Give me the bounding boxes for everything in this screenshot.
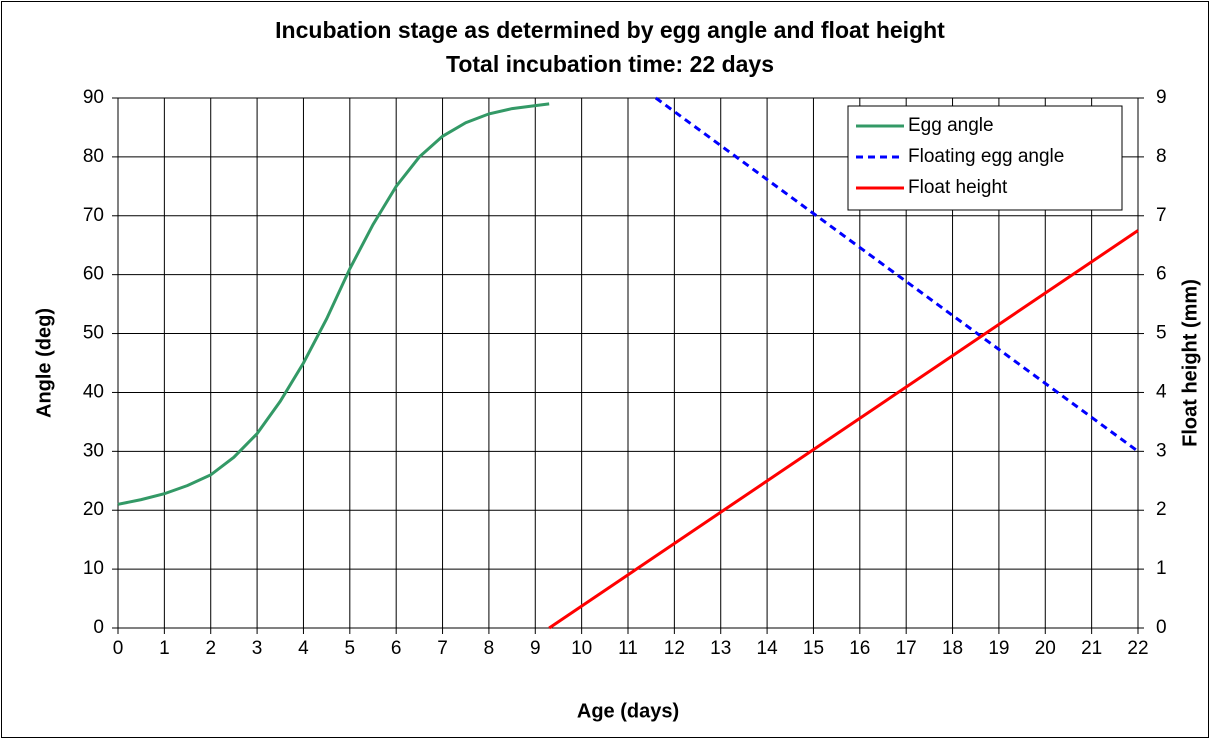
x-tick-label: 15 [803, 638, 824, 659]
x-tick-label: 21 [1081, 638, 1102, 659]
x-tick-label: 12 [664, 638, 685, 659]
x-tick-label: 22 [1127, 638, 1148, 659]
x-tick-label: 10 [571, 638, 592, 659]
x-axis-title: Age (days) [577, 700, 679, 722]
series-line [117, 102, 550, 506]
y-tick-label: 50 [83, 323, 104, 344]
y2-tick-label: 7 [1156, 205, 1167, 226]
plot-area [117, 97, 1139, 629]
y2-tick-label: 9 [1156, 87, 1167, 108]
y2-tick-label: 6 [1156, 264, 1167, 285]
x-tick-label: 3 [252, 638, 263, 659]
x-tick-label: 1 [159, 638, 170, 659]
y2-axis-title: Float height (mm) [1179, 279, 1201, 447]
y-axis-title: Angle (deg) [33, 308, 55, 418]
y-tick-label: 80 [83, 146, 104, 167]
y2-tick-label: 0 [1156, 617, 1167, 638]
x-tick-label: 4 [298, 638, 309, 659]
x-tick-label: 9 [530, 638, 541, 659]
x-tick-label: 17 [896, 638, 917, 659]
y-tick-label: 20 [83, 499, 104, 520]
x-tick-label: 0 [113, 638, 124, 659]
y-tick-label: 90 [83, 87, 104, 108]
x-tick-label: 16 [849, 638, 870, 659]
y2-tick-label: 5 [1156, 323, 1167, 344]
y-tick-label: 40 [83, 381, 104, 402]
x-tick-label: 20 [1035, 638, 1056, 659]
x-tick-label: 19 [988, 638, 1009, 659]
y-tick-label: 0 [93, 617, 104, 638]
x-tick-label: 2 [205, 638, 216, 659]
series-line [654, 96, 1139, 453]
y2-tick-label: 1 [1156, 558, 1167, 579]
x-tick-label: 11 [618, 638, 638, 659]
y2-tick-label: 8 [1156, 146, 1167, 167]
chart-title: Incubation stage as determined by egg an… [275, 17, 945, 43]
x-tick-label: 14 [757, 638, 779, 659]
y-tick-label: 30 [83, 440, 104, 461]
y2-tick-label: 4 [1156, 381, 1167, 402]
y2-tick-label: 2 [1156, 499, 1167, 520]
x-tick-label: 6 [391, 638, 402, 659]
y-tick-label: 10 [83, 558, 104, 579]
x-tick-label: 8 [484, 638, 495, 659]
legend-label: Egg angle [908, 115, 994, 136]
chart-subtitle: Total incubation time: 22 days [446, 51, 774, 77]
y2-tick-label: 3 [1156, 440, 1167, 461]
x-tick-label: 18 [942, 638, 963, 659]
series-line [548, 229, 1139, 630]
legend-label: Float height [908, 177, 1008, 198]
x-tick-label: 7 [437, 638, 448, 659]
x-tick-label: 13 [710, 638, 731, 659]
legend-label: Floating egg angle [908, 146, 1064, 167]
x-tick-label: 5 [345, 638, 356, 659]
y-tick-label: 60 [83, 264, 104, 285]
y-tick-label: 70 [83, 205, 104, 226]
